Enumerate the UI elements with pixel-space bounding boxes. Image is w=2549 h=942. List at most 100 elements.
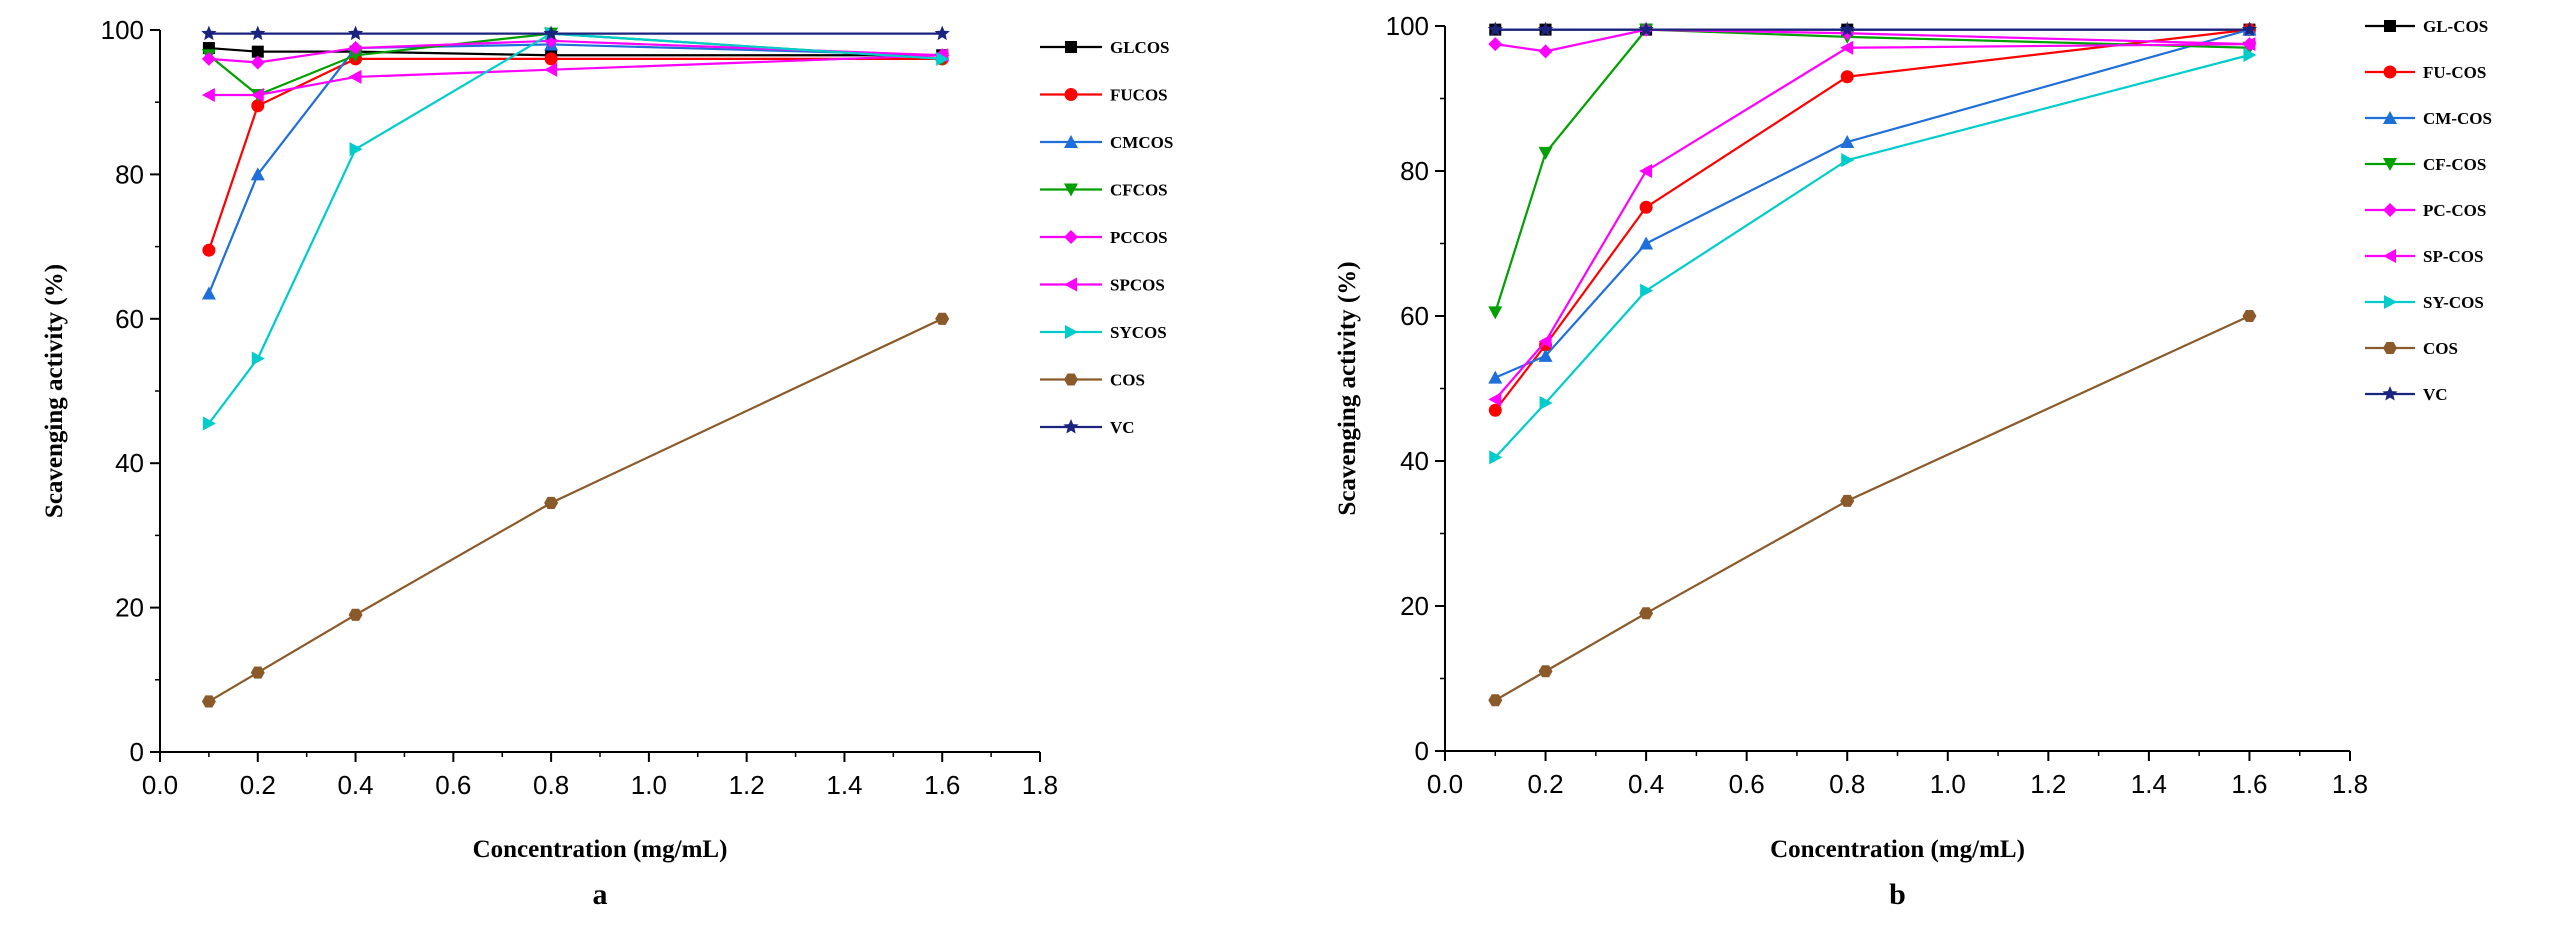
legend-marker: [2382, 386, 2398, 401]
data-point: [2243, 48, 2257, 62]
data-point: [934, 25, 950, 41]
data-point: [201, 286, 216, 300]
data-point: [251, 45, 264, 58]
legend-item: CMCOS: [1040, 133, 1173, 152]
legend-item: FUCOS: [1040, 86, 1168, 105]
series-line: [1494, 28, 2250, 411]
legend-label: CFCOS: [1110, 181, 1168, 200]
data-point: [1488, 370, 1503, 384]
data-point: [1640, 283, 1654, 298]
x-tick-label: 0.8: [1829, 769, 1865, 799]
data-point: [1487, 21, 1503, 37]
data-point: [1538, 44, 1553, 59]
x-tick-label: 0.4: [337, 770, 373, 800]
data-point: [201, 25, 217, 41]
legend-marker: [1064, 277, 1077, 292]
series-line: [1494, 43, 2250, 401]
series-cos: [1488, 309, 2257, 707]
legend-label: GLCOS: [1110, 38, 1170, 57]
legend-item: CM-COS: [2365, 109, 2492, 128]
panel-a-x-ticks: 0.0 0.2 0.4 0.6 0.8 1.0 1.2 1.4 1.6 1.8: [142, 752, 1058, 800]
series-line: [208, 317, 943, 703]
x-tick-label: 1.8: [2332, 769, 2368, 799]
series-vc: [201, 25, 950, 41]
legend-marker: [1064, 88, 1078, 101]
data-point: [250, 25, 266, 41]
legend-marker: [1064, 183, 1078, 197]
x-tick-label: 1.2: [2030, 769, 2066, 799]
data-point: [543, 25, 559, 41]
legend-marker: [1065, 325, 1078, 339]
data-point: [1841, 153, 1855, 168]
data-point: [936, 51, 950, 66]
panel-b-legend: GL-COS FU-COS CM-COS CF-COS PC-COS SP-COS SY-C…: [2365, 17, 2492, 404]
legend-label: FUCOS: [1110, 86, 1168, 105]
series-line: [1494, 28, 2250, 313]
legend-item: VC: [1040, 418, 1135, 437]
y-tick-label: 60: [115, 304, 144, 334]
series-cos: [201, 312, 950, 708]
series-vc: [1487, 21, 2258, 37]
legend-item: GLCOS: [1040, 38, 1170, 57]
legend-marker: [1064, 135, 1078, 148]
data-point: [544, 62, 558, 77]
legend-label: GL-COS: [2423, 17, 2488, 36]
series-line: [207, 57, 943, 251]
legend-label: SY-COS: [2423, 293, 2484, 312]
data-point: [1840, 70, 1854, 84]
legend-marker: [2383, 249, 2396, 263]
panel-b-axes: [1444, 26, 2350, 752]
data-point: [202, 243, 216, 257]
y-tick-label: 80: [115, 159, 144, 189]
y-tick-label: 0: [1415, 736, 1429, 766]
panel-a-axes: [159, 30, 1040, 753]
data-point: [2242, 309, 2257, 323]
data-point: [1639, 200, 1653, 214]
legend-item: COS: [2365, 339, 2458, 358]
legend-label: SYCOS: [1110, 323, 1167, 342]
data-point: [250, 167, 265, 181]
data-point: [1639, 164, 1653, 178]
data-point: [2242, 37, 2256, 52]
data-point: [1488, 306, 1503, 320]
x-tick-label: 1.0: [631, 770, 667, 800]
data-point: [201, 51, 216, 66]
legend-marker: [2383, 65, 2397, 79]
data-point: [1488, 392, 1502, 407]
panel-b-chart: 0.0 0.2 0.4 0.6 0.8 1.0 1.2 1.4 1.6 1.8 0 20 40 60 80…: [1334, 11, 2492, 911]
legend-item: VC: [2365, 385, 2448, 404]
panel-b-series: [1487, 21, 2258, 707]
x-tick-label: 1.2: [729, 770, 765, 800]
panel-a-y-ticks: 0 20 40 60 80 100: [101, 15, 160, 767]
series-fucos: [202, 52, 949, 257]
panel-a-x-axis-title: Concentration (mg/mL): [473, 836, 728, 863]
legend-label: PCCOS: [1110, 228, 1168, 247]
legend-item: SPCOS: [1040, 276, 1165, 295]
data-point: [347, 25, 364, 41]
series-cmcos: [201, 37, 950, 300]
legend-label: SPCOS: [1110, 276, 1165, 295]
legend-item: CF-COS: [2365, 155, 2486, 174]
panel-b-y-axis-title: Scavenging activity (%): [1334, 261, 1361, 515]
series-cf-cos: [1488, 23, 2257, 320]
data-point: [1840, 135, 1855, 148]
series-cfcos: [201, 27, 950, 102]
x-tick-label: 0.6: [435, 770, 471, 800]
legend-marker: [1065, 41, 1077, 53]
series-sy-cos: [1489, 48, 2257, 465]
data-point: [1488, 403, 1502, 417]
y-tick-label: 40: [1400, 446, 1429, 476]
legend-item: SYCOS: [1040, 323, 1167, 342]
legend-item: CFCOS: [1040, 181, 1168, 200]
legend-item: PC-COS: [2365, 201, 2486, 220]
data-point: [1839, 21, 1855, 37]
data-point: [348, 49, 363, 63]
panel-b-y-ticks: 0 20 40 60 80 100: [1386, 11, 1445, 766]
series-line: [1494, 53, 2250, 459]
panel-a-label: a: [593, 878, 608, 911]
data-point: [348, 69, 362, 84]
legend-marker: [2384, 295, 2397, 309]
data-point: [1840, 40, 1854, 55]
x-tick-label: 0.2: [1527, 769, 1563, 799]
